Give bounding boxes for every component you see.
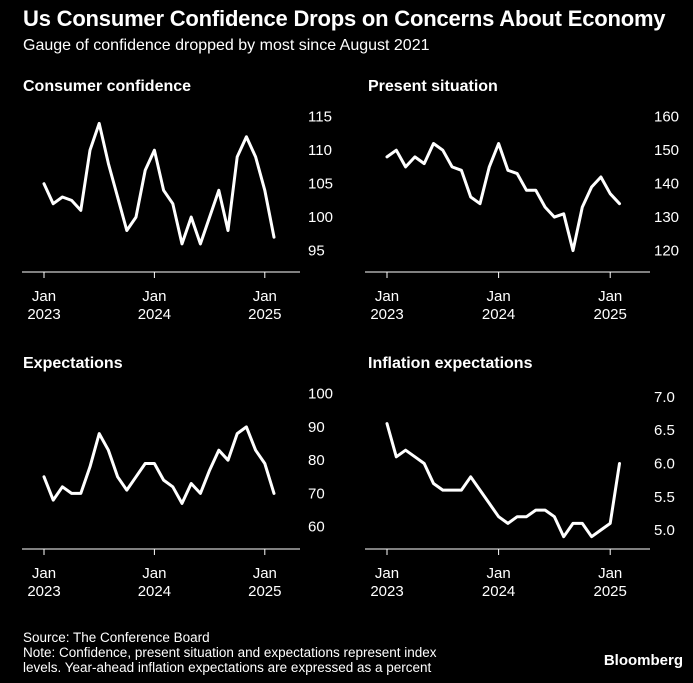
y-tick-label: 7.0 <box>654 389 675 406</box>
x-tick-label: Jan <box>253 565 277 582</box>
x-tick-label: 2025 <box>248 306 281 323</box>
y-tick-label: 60 <box>308 519 325 536</box>
panel-title: Consumer confidence <box>23 78 191 95</box>
x-tick-label: 2025 <box>248 583 281 600</box>
chart-panel-3: ExpectationsJan2023Jan2024Jan20256070809… <box>22 355 333 600</box>
x-tick-label: 2023 <box>370 583 403 600</box>
x-tick-label: Jan <box>487 288 511 305</box>
chart-subtitle: Gauge of confidence dropped by most sinc… <box>23 37 430 54</box>
x-tick-label: 2025 <box>594 306 627 323</box>
y-tick-label: 130 <box>654 209 679 226</box>
note-line-2: levels. Year-ahead inflation expectation… <box>23 660 432 675</box>
y-tick-label: 90 <box>308 419 325 436</box>
x-tick-label: Jan <box>598 288 622 305</box>
series-line <box>42 121 276 246</box>
y-tick-label: 5.5 <box>654 489 675 506</box>
y-tick-label: 100 <box>308 386 333 403</box>
note-line-1: Note: Confidence, present situation and … <box>23 645 437 660</box>
x-tick-label: Jan <box>142 565 166 582</box>
x-tick-label: Jan <box>142 288 166 305</box>
chart-panel-4: Inflation expectationsJan2023Jan2024Jan2… <box>365 355 675 600</box>
x-tick-label: 2023 <box>27 306 60 323</box>
y-tick-label: 110 <box>308 142 332 159</box>
y-tick-label: 140 <box>654 176 679 193</box>
x-tick-label: 2025 <box>594 583 627 600</box>
y-tick-label: 6.0 <box>654 456 675 473</box>
y-tick-label: 70 <box>308 485 325 502</box>
x-tick-label: 2024 <box>138 583 171 600</box>
y-tick-label: 115 <box>308 109 332 126</box>
y-tick-label: 95 <box>308 243 325 260</box>
series-line <box>385 422 621 539</box>
y-tick-label: 5.0 <box>654 522 675 539</box>
brand-logo: Bloomberg <box>603 652 683 669</box>
chart-title: Us Consumer Confidence Drops on Concerns… <box>23 6 666 31</box>
x-tick-label: 2024 <box>482 306 515 323</box>
source-note: Source: The Conference Board <box>23 630 210 645</box>
x-tick-label: Jan <box>375 288 399 305</box>
x-tick-label: 2023 <box>370 306 403 323</box>
x-tick-label: Jan <box>598 565 622 582</box>
y-tick-label: 6.5 <box>654 422 675 439</box>
y-tick-label: 80 <box>308 452 325 469</box>
x-tick-label: Jan <box>32 288 56 305</box>
y-tick-label: 105 <box>308 176 333 193</box>
panel-title: Inflation expectations <box>368 355 533 372</box>
x-tick-label: Jan <box>375 565 399 582</box>
x-tick-label: Jan <box>487 565 511 582</box>
y-tick-label: 150 <box>654 142 679 159</box>
y-tick-label: 120 <box>654 243 679 260</box>
series-line <box>42 425 276 505</box>
x-tick-label: Jan <box>32 565 56 582</box>
chart-footer: Source: The Conference Board Note: Confi… <box>23 630 437 675</box>
x-tick-label: 2023 <box>27 583 60 600</box>
chart-panel-2: Present situationJan2023Jan2024Jan202512… <box>365 78 679 323</box>
panel-title: Present situation <box>368 78 498 95</box>
x-tick-label: 2024 <box>138 306 171 323</box>
chart-panel-1: Consumer confidenceJan2023Jan2024Jan2025… <box>22 78 333 323</box>
x-tick-label: Jan <box>253 288 277 305</box>
y-tick-label: 160 <box>654 109 679 126</box>
x-tick-label: 2024 <box>482 583 515 600</box>
series-line <box>385 142 621 253</box>
panel-title: Expectations <box>23 355 123 372</box>
y-tick-label: 100 <box>308 209 333 226</box>
